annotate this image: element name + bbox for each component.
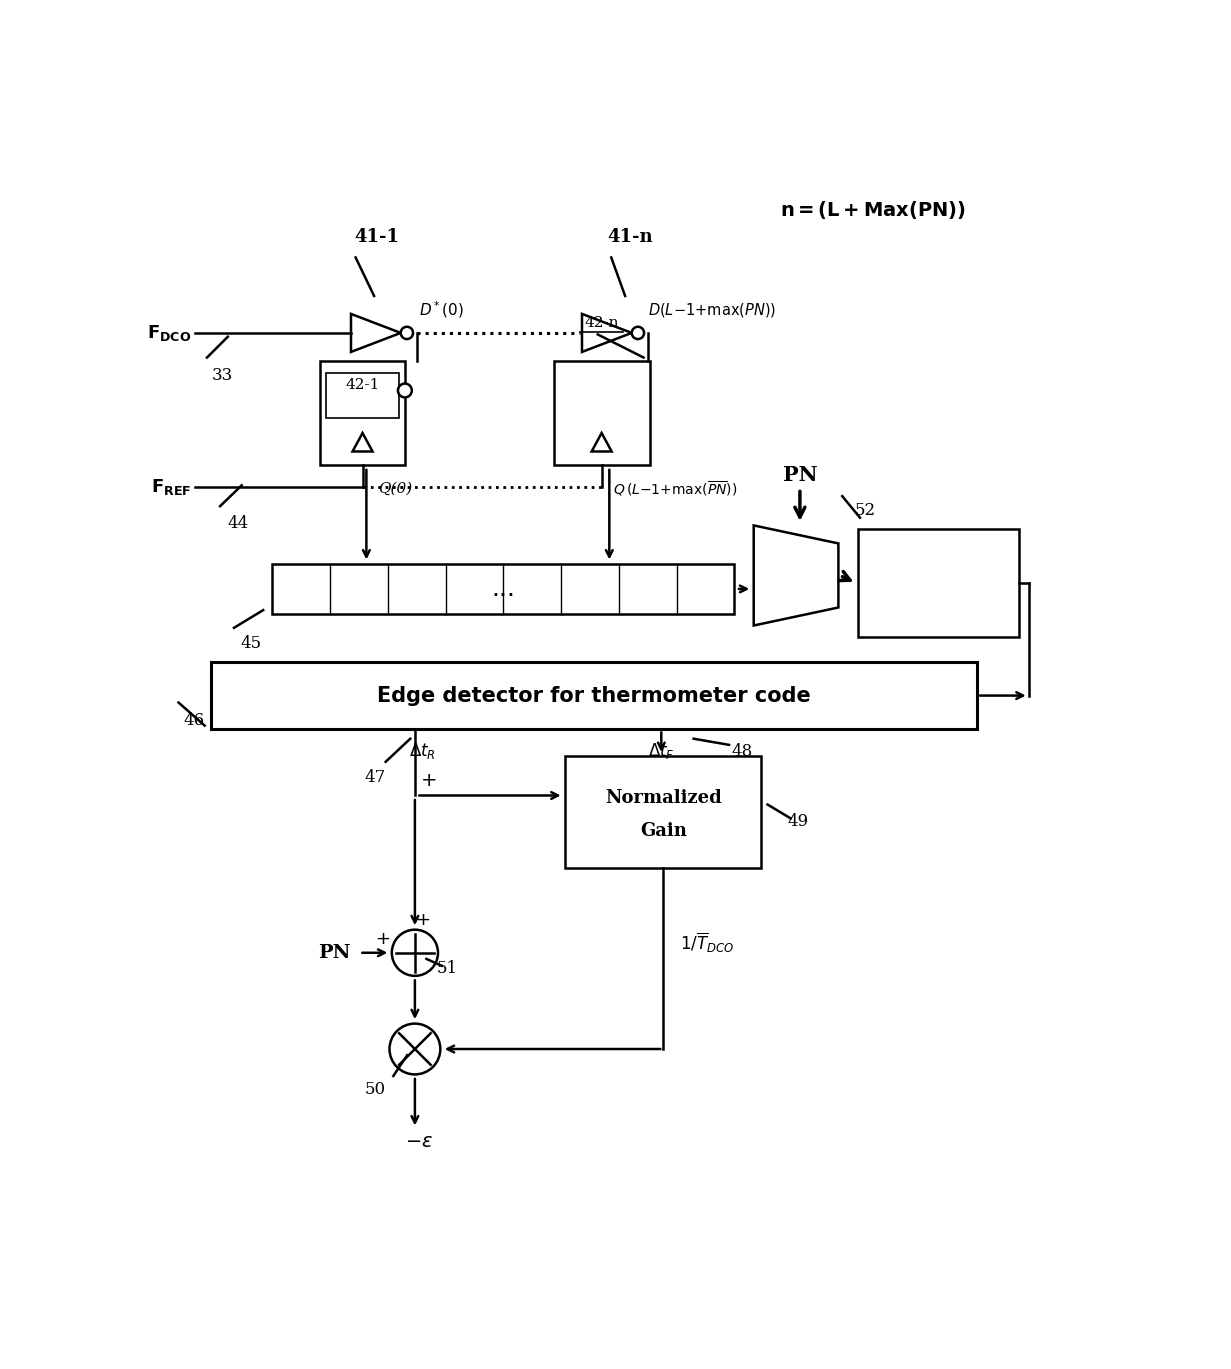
Bar (554, 361, 650, 465)
Text: ...: ... (491, 576, 516, 601)
Text: 45: 45 (240, 635, 261, 652)
Bar (565, 757, 762, 868)
Text: $Q\,(L{-}1{+}\max(\overline{PN}))$: $Q\,(L{-}1{+}\max(\overline{PN}))$ (613, 479, 737, 498)
Polygon shape (592, 433, 612, 452)
Circle shape (389, 1024, 441, 1075)
Text: $\Delta t_F$: $\Delta t_F$ (648, 741, 675, 761)
Text: $-\varepsilon$: $-\varepsilon$ (405, 1134, 433, 1151)
Text: $1/\overline{T}_{DCO}$: $1/\overline{T}_{DCO}$ (681, 931, 735, 956)
Text: $\mathbf{F_{REF}}$: $\mathbf{F_{REF}}$ (151, 476, 192, 497)
Text: +: + (375, 930, 390, 947)
Text: $\mathbf{F_{DCO}}$: $\mathbf{F_{DCO}}$ (148, 323, 192, 342)
Text: 51: 51 (437, 960, 458, 976)
Circle shape (398, 383, 412, 397)
Polygon shape (753, 526, 838, 626)
Text: 50: 50 (364, 1080, 385, 1098)
Text: 49: 49 (788, 813, 809, 830)
Text: $\mathbf{n=(L+Max(PN))}$: $\mathbf{n=(L+Max(PN))}$ (780, 199, 966, 220)
Text: 42-n: 42-n (585, 316, 619, 330)
Text: Gain: Gain (640, 823, 687, 841)
Text: +: + (415, 912, 430, 930)
Circle shape (401, 327, 414, 340)
Text: 33: 33 (212, 367, 233, 383)
Text: Normalized: Normalized (604, 790, 721, 808)
Bar (858, 530, 1019, 637)
Text: Q(0): Q(0) (378, 482, 412, 496)
Polygon shape (582, 314, 632, 352)
Text: +: + (421, 771, 437, 790)
Text: 47: 47 (364, 769, 385, 786)
Circle shape (391, 930, 438, 976)
Text: 41-1: 41-1 (353, 227, 399, 245)
Text: 46: 46 (183, 712, 204, 728)
Text: 42-1: 42-1 (346, 378, 379, 393)
Circle shape (632, 327, 644, 340)
Text: PN: PN (318, 943, 351, 962)
Text: Edge detector for thermometer code: Edge detector for thermometer code (377, 686, 811, 705)
Bar (320, 361, 405, 465)
Polygon shape (352, 433, 373, 452)
Text: 41-n: 41-n (608, 227, 654, 245)
Bar (326, 372, 399, 418)
Text: $\Delta t_R$: $\Delta t_R$ (409, 741, 436, 761)
Bar (211, 661, 977, 730)
Text: PN: PN (783, 465, 817, 486)
Text: 52: 52 (854, 501, 876, 519)
Polygon shape (351, 314, 401, 352)
Bar (272, 564, 735, 613)
Text: $D(L{-}1{+}\max(PN))$: $D(L{-}1{+}\max(PN))$ (648, 301, 777, 319)
Text: $D^*(0)$: $D^*(0)$ (420, 300, 464, 320)
Text: 44: 44 (228, 515, 249, 533)
Text: 48: 48 (731, 742, 753, 760)
